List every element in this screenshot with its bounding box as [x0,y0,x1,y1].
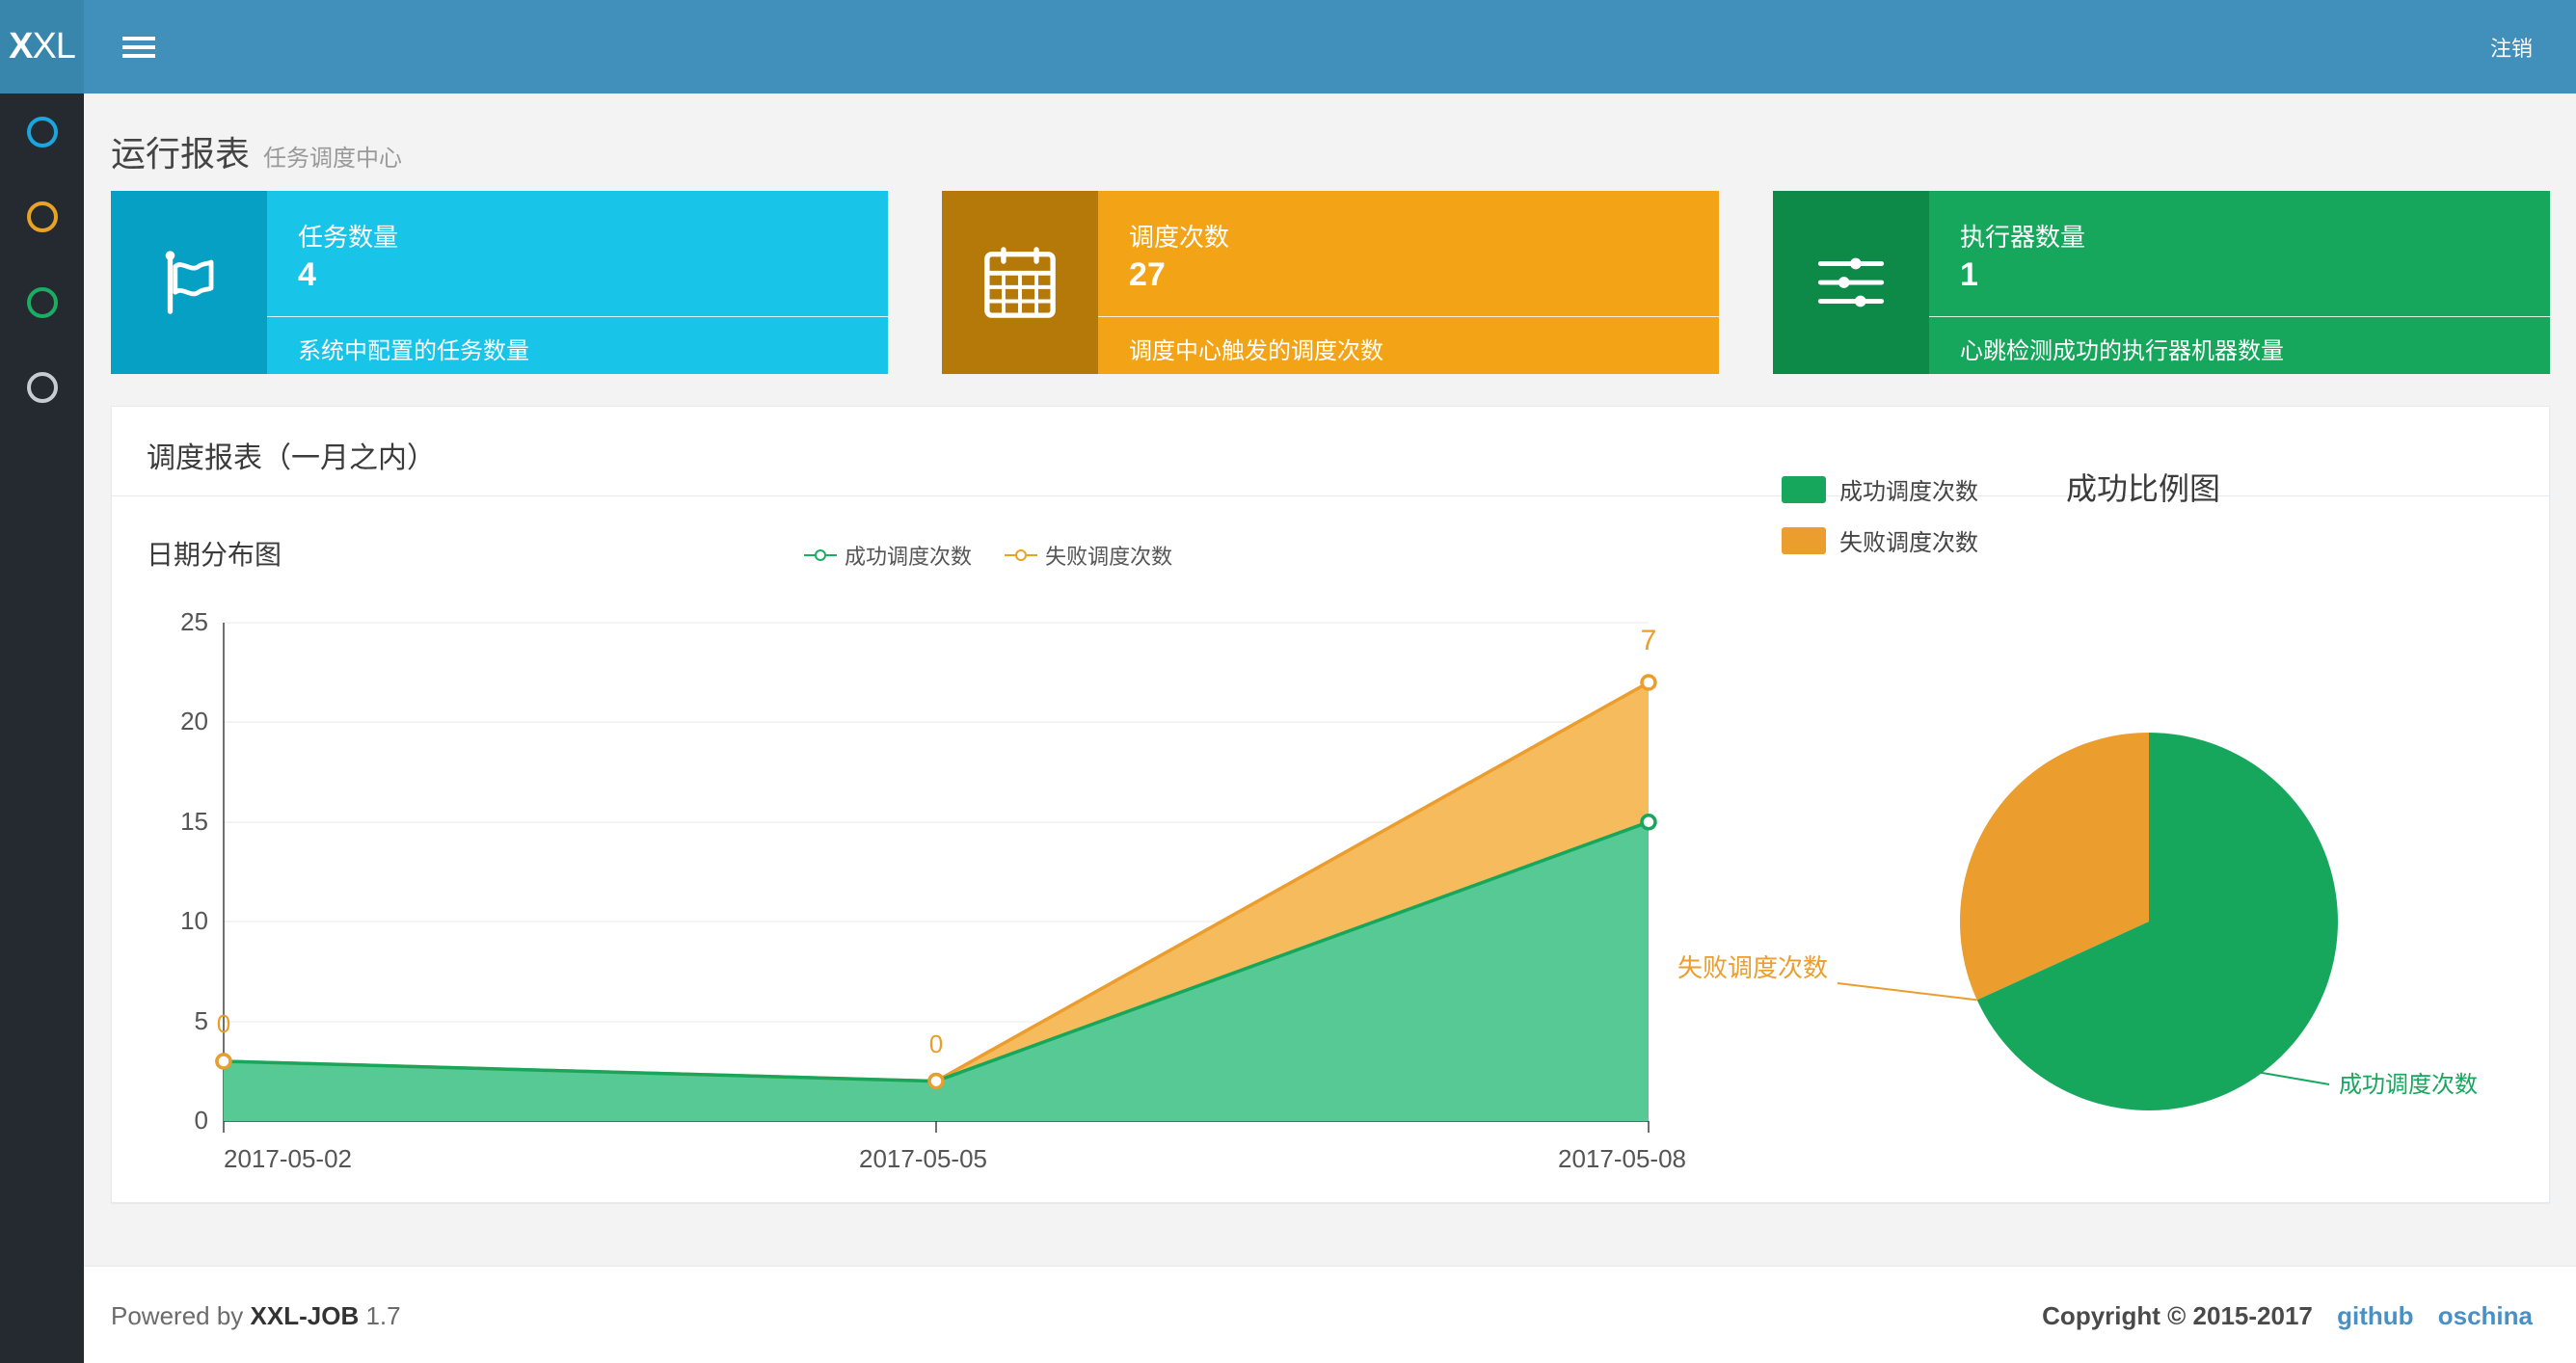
svg-text:0: 0 [195,1106,208,1135]
svg-text:2017-05-05: 2017-05-05 [859,1144,987,1173]
svg-text:15: 15 [180,807,208,836]
svg-text:失败调度次数: 失败调度次数 [1677,953,1828,982]
svg-text:0: 0 [929,1029,943,1058]
svg-text:2017-05-08: 2017-05-08 [1558,1144,1686,1173]
svg-text:20: 20 [180,707,208,735]
svg-text:0: 0 [217,1009,230,1038]
svg-text:25: 25 [180,607,208,636]
svg-text:成功调度次数: 成功调度次数 [2339,1072,2478,1098]
svg-text:10: 10 [180,906,208,935]
svg-text:5: 5 [195,1006,208,1035]
svg-text:2017-05-02: 2017-05-02 [224,1144,352,1173]
svg-text:7: 7 [1641,625,1657,656]
